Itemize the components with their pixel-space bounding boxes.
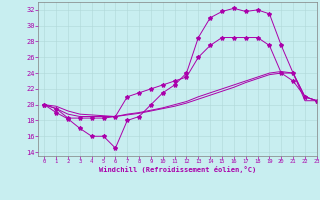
X-axis label: Windchill (Refroidissement éolien,°C): Windchill (Refroidissement éolien,°C) — [99, 166, 256, 173]
